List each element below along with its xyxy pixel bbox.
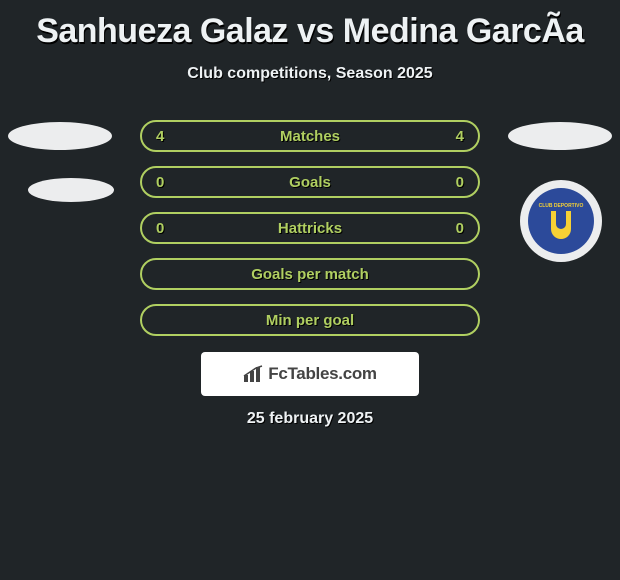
stats-rows: 4 Matches 4 0 Goals 0 0 Hattricks 0 Goals per mat… [0, 120, 620, 350]
stat-right-value: 0 [456, 174, 464, 191]
stat-pill: Min per goal [140, 304, 480, 336]
page-title: Sanhueza Galaz vs Medina GarcÃa [0, 0, 620, 51]
stat-label: Matches [280, 128, 340, 145]
stat-row: 4 Matches 4 [0, 120, 620, 166]
stat-right-value: 0 [456, 220, 464, 237]
stat-row: 0 Hattricks 0 [0, 212, 620, 258]
stat-pill: Goals per match [140, 258, 480, 290]
stat-row: Min per goal [0, 304, 620, 350]
stat-label: Hattricks [278, 220, 342, 237]
stat-left-value: 4 [156, 128, 164, 145]
stat-pill: 0 Goals 0 [140, 166, 480, 198]
stat-pill: 0 Hattricks 0 [140, 212, 480, 244]
subtitle: Club competitions, Season 2025 [0, 51, 620, 83]
stat-pill: 4 Matches 4 [140, 120, 480, 152]
stat-row: Goals per match [0, 258, 620, 304]
stat-label: Min per goal [266, 312, 354, 329]
stat-label: Goals per match [251, 266, 369, 283]
stat-left-value: 0 [156, 220, 164, 237]
attribution-date: 25 february 2025 [0, 410, 620, 428]
stat-right-value: 4 [456, 128, 464, 145]
attribution-brand: FcTables.com [268, 364, 377, 384]
stat-row: 0 Goals 0 [0, 166, 620, 212]
stat-label: Goals [289, 174, 331, 191]
bars-icon [243, 365, 265, 383]
attribution-box: FcTables.com [201, 352, 419, 396]
stat-left-value: 0 [156, 174, 164, 191]
